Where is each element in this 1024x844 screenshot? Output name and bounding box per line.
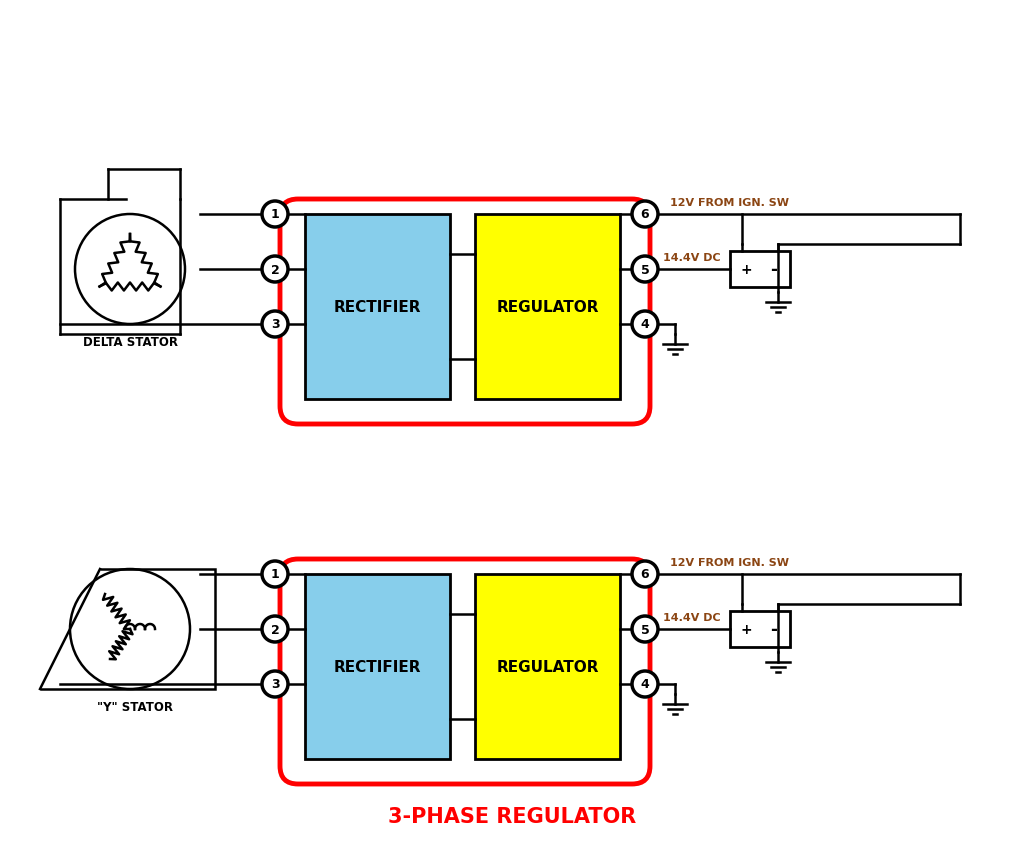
- FancyBboxPatch shape: [475, 214, 620, 399]
- Text: 6: 6: [641, 208, 649, 221]
- Text: +: +: [741, 262, 753, 277]
- Circle shape: [262, 616, 288, 642]
- Text: "Y" STATOR: "Y" STATOR: [97, 701, 173, 714]
- Text: REGULATOR: REGULATOR: [497, 300, 599, 315]
- Text: RECTIFIER: RECTIFIER: [334, 659, 421, 674]
- Text: 14.4V DC: 14.4V DC: [663, 612, 721, 622]
- Circle shape: [632, 311, 658, 338]
- Text: -: -: [770, 261, 776, 279]
- Text: DELTA STATOR: DELTA STATOR: [83, 336, 177, 349]
- Circle shape: [632, 616, 658, 642]
- Text: 3-PHASE REGULATOR: 3-PHASE REGULATOR: [388, 806, 636, 826]
- Text: RECTIFIER: RECTIFIER: [334, 300, 421, 315]
- Text: 3: 3: [270, 318, 280, 331]
- Text: -: -: [770, 620, 776, 638]
- FancyBboxPatch shape: [730, 252, 790, 288]
- FancyBboxPatch shape: [475, 574, 620, 759]
- Circle shape: [262, 671, 288, 697]
- Circle shape: [632, 257, 658, 283]
- Circle shape: [632, 202, 658, 228]
- FancyBboxPatch shape: [305, 574, 450, 759]
- Text: 1: 1: [270, 568, 280, 581]
- FancyBboxPatch shape: [730, 611, 790, 647]
- Text: REGULATOR: REGULATOR: [497, 659, 599, 674]
- FancyBboxPatch shape: [305, 214, 450, 399]
- Circle shape: [632, 561, 658, 587]
- Text: +: +: [741, 622, 753, 636]
- Text: 4: 4: [641, 318, 649, 331]
- Circle shape: [262, 257, 288, 283]
- Text: 6: 6: [641, 568, 649, 581]
- Circle shape: [262, 561, 288, 587]
- Text: 2: 2: [270, 263, 280, 276]
- Text: 1: 1: [270, 208, 280, 221]
- Text: 5: 5: [641, 623, 649, 636]
- Text: 12V FROM IGN. SW: 12V FROM IGN. SW: [670, 197, 790, 208]
- Circle shape: [262, 202, 288, 228]
- Text: 14.4V DC: 14.4V DC: [663, 252, 721, 262]
- Text: 4: 4: [641, 678, 649, 690]
- Text: 5: 5: [641, 263, 649, 276]
- Text: 12V FROM IGN. SW: 12V FROM IGN. SW: [670, 557, 790, 567]
- Text: 2: 2: [270, 623, 280, 636]
- Circle shape: [632, 671, 658, 697]
- Text: 3: 3: [270, 678, 280, 690]
- Circle shape: [262, 311, 288, 338]
